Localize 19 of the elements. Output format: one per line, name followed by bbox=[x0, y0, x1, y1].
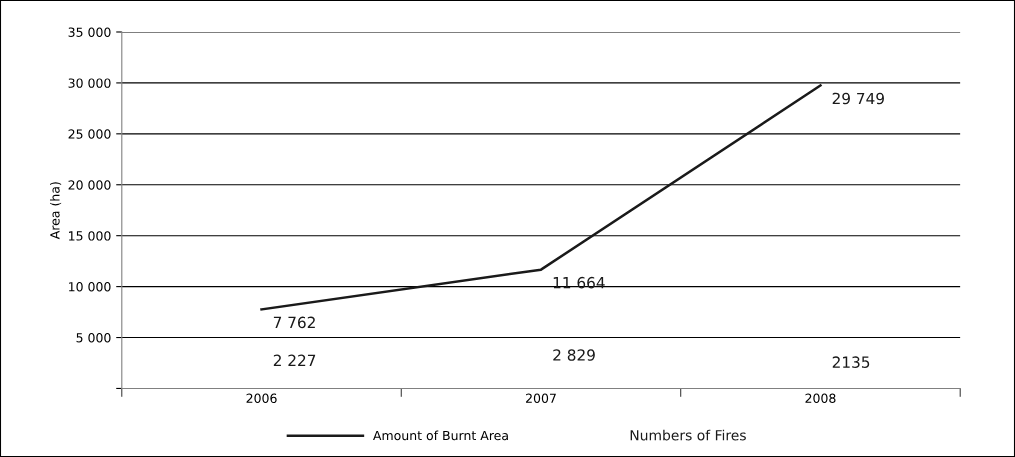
y-tick-label: 15 000 bbox=[69, 231, 111, 241]
y-tick-label: 35 000 bbox=[68, 27, 111, 37]
data-label: 29 749 bbox=[832, 92, 884, 105]
y-tick-label: 25 000 bbox=[68, 129, 111, 139]
y-tick-label: 5 000 bbox=[76, 333, 111, 343]
text: Amount of Burnt Area bbox=[373, 430, 508, 441]
annotation: 2 227 bbox=[273, 354, 316, 366]
y-tick-label: 30 000 bbox=[68, 78, 111, 88]
x-tick-label: 2006 bbox=[246, 393, 277, 403]
data-label: 11 664 bbox=[553, 276, 605, 289]
y-axis-title: Area (ha) bbox=[49, 182, 62, 240]
y-tick-label: 10 000 bbox=[69, 282, 111, 292]
text: Numbers of Fires bbox=[630, 429, 746, 441]
data-label: 7 762 bbox=[273, 316, 315, 329]
x-tick-label: 2008 bbox=[805, 393, 836, 403]
y-tick-label: 20 000 bbox=[68, 180, 111, 190]
annotation: 2135 bbox=[832, 356, 870, 368]
annotation: 2 829 bbox=[553, 349, 595, 361]
x-tick-label: 2007 bbox=[526, 393, 556, 403]
